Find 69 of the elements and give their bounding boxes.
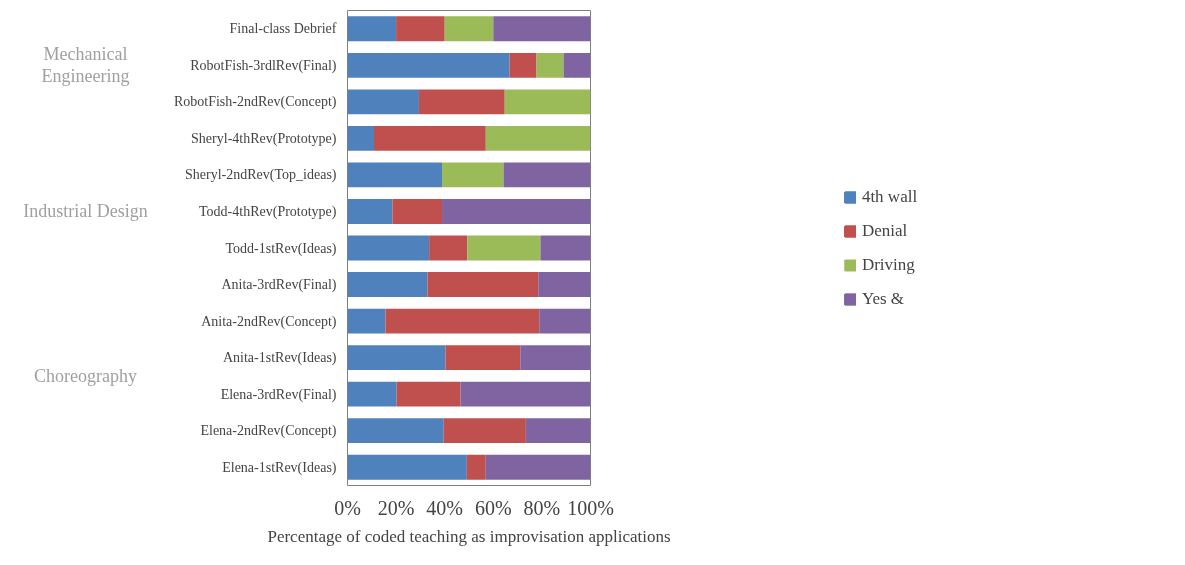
y-tick-label: Elena-1stRev(Ideas) <box>222 459 337 476</box>
y-tick-label: Todd-1stRev(Ideas) <box>225 240 337 257</box>
y-tick-label: RobotFish-3rdlRev(Final) <box>190 57 337 74</box>
x-axis-title: Percentage of coded teaching as improvisation applications <box>267 526 671 546</box>
y-tick-label: Sheryl-2ndRev(Top_ideas) <box>185 167 337 184</box>
bar <box>396 16 445 42</box>
bar <box>445 345 521 371</box>
bar <box>347 125 374 151</box>
bar <box>347 454 467 480</box>
x-tick-label: 0% <box>334 496 361 519</box>
legend-label: Yes & <box>861 288 905 309</box>
x-tick-label: 60% <box>474 496 512 519</box>
bar <box>485 125 591 151</box>
y-tick-label: Anita-2ndRev(Concept) <box>201 313 337 330</box>
bar <box>538 272 591 297</box>
bar <box>467 235 541 261</box>
x-tick-label: 40% <box>426 496 464 519</box>
legend-label: 4th wall <box>861 186 918 207</box>
bar <box>509 52 537 78</box>
bar <box>520 345 591 371</box>
text: Industrial Design <box>23 201 148 222</box>
bar <box>485 454 591 480</box>
bar <box>460 381 591 407</box>
bar <box>503 162 591 188</box>
bar <box>347 345 446 371</box>
legend-label: Denial <box>861 220 908 241</box>
bar <box>525 418 591 444</box>
bar <box>442 162 504 188</box>
bar <box>347 199 393 224</box>
y-tick-label: Anita-3rdRev(Final) <box>221 277 337 294</box>
bar <box>443 418 526 444</box>
x-tick-label: 20% <box>377 496 415 519</box>
bar <box>347 418 444 444</box>
bar <box>347 162 443 188</box>
bar <box>347 52 510 78</box>
bar <box>385 308 540 334</box>
bar <box>347 381 397 407</box>
bar <box>429 235 468 261</box>
text: Mechanical Engineering <box>41 44 130 87</box>
x-tick-label: 100% <box>567 496 614 519</box>
bar <box>442 199 591 224</box>
bar <box>347 89 419 115</box>
bar <box>427 272 539 297</box>
bar <box>418 89 505 115</box>
bar <box>347 272 428 297</box>
legend-label: Driving <box>861 254 915 275</box>
bar <box>563 52 591 78</box>
y-tick-label: RobotFish-2ndRev(Concept) <box>173 94 337 111</box>
bar <box>540 235 591 261</box>
bar <box>347 308 386 334</box>
bar <box>373 125 486 151</box>
bar <box>444 16 494 42</box>
bar <box>493 16 591 42</box>
y-tick-label: Sheryl-4thRev(Prototype) <box>191 130 337 147</box>
bar <box>392 199 443 224</box>
bar <box>396 381 461 407</box>
bar <box>347 235 430 261</box>
x-tick-label: 80% <box>523 496 561 519</box>
y-tick-label: Anita-1stRev(Ideas) <box>222 350 337 367</box>
bar <box>347 16 397 42</box>
y-tick-label: Todd-4thRev(Prototype) <box>199 203 337 220</box>
bar <box>466 454 486 480</box>
y-tick-label: Elena-2ndRev(Concept) <box>200 423 337 440</box>
bar <box>539 308 591 334</box>
bar <box>536 52 564 78</box>
y-tick-label: Final-class Debrief <box>229 21 337 37</box>
bar <box>504 89 591 115</box>
y-tick-label: Elena-3rdRev(Final) <box>220 386 337 403</box>
text: Choreography <box>34 365 137 386</box>
